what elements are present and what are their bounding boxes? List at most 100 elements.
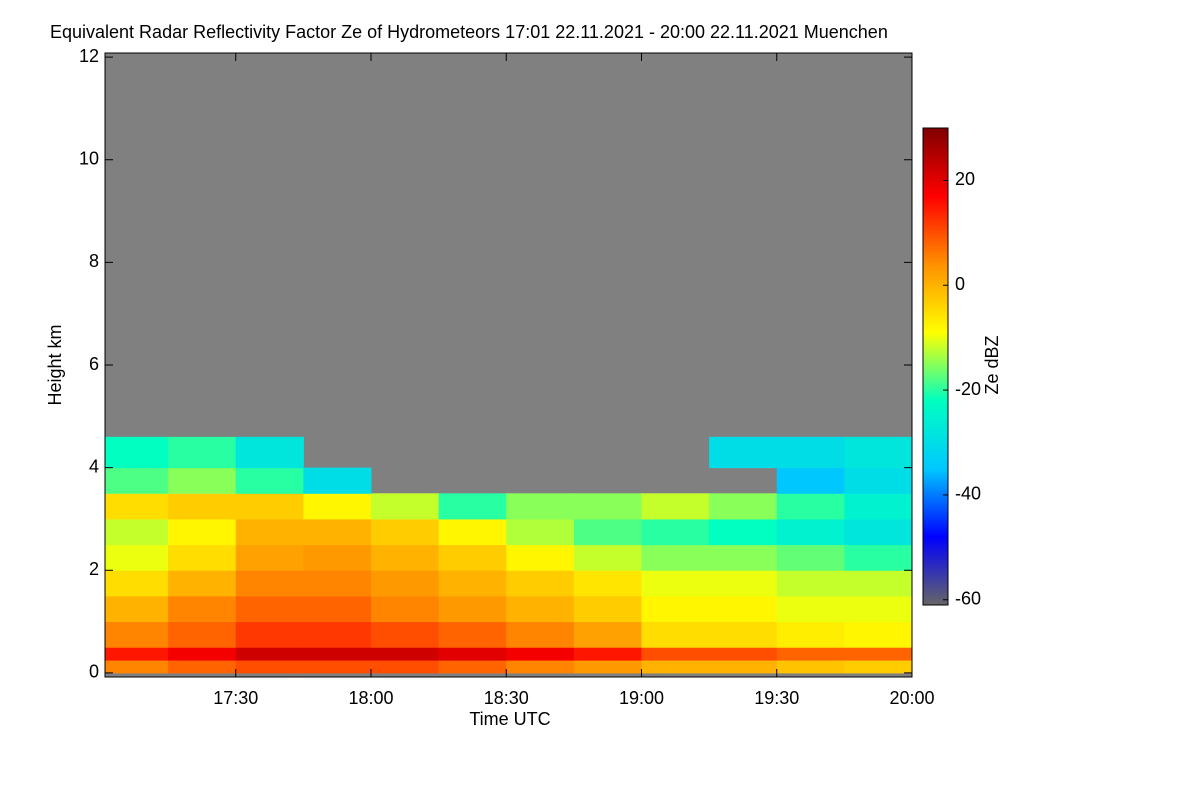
heat-cell (573, 544, 642, 571)
heat-cell (709, 660, 778, 674)
colorbar-tick-label: -40 (955, 484, 981, 504)
heat-cell (641, 544, 710, 571)
colorbar-tick-label: 20 (955, 169, 975, 189)
heat-cell (168, 570, 237, 597)
heat-cell (438, 647, 507, 661)
heat-cell (105, 595, 169, 623)
heat-cell (235, 660, 304, 674)
heat-cell (168, 595, 237, 623)
heat-cell (506, 493, 575, 520)
heat-cell (235, 493, 304, 520)
heat-cell (709, 647, 778, 661)
heat-cell (105, 647, 169, 661)
heat-cell (168, 647, 237, 661)
heat-cell (303, 595, 372, 623)
heat-cell (506, 595, 575, 623)
y-tick-label: 10 (79, 148, 99, 168)
heat-cell (573, 621, 642, 648)
heat-cell (235, 544, 304, 571)
heat-cell (105, 493, 169, 520)
heat-cell (776, 570, 845, 597)
y-tick-label: 2 (89, 559, 99, 579)
heat-cell (438, 660, 507, 674)
heat-cell (105, 436, 169, 469)
heat-cell (709, 595, 778, 623)
heat-cell (370, 493, 440, 520)
heat-cell (506, 570, 575, 597)
heat-cell (573, 595, 642, 623)
heat-cell (303, 544, 372, 571)
heat-cell (235, 647, 304, 661)
heat-cell (776, 647, 845, 661)
heat-cell (776, 544, 845, 571)
heat-cell (709, 570, 778, 597)
heat-cell (105, 518, 169, 546)
heat-cell (573, 493, 642, 520)
heat-cell (776, 660, 845, 674)
heat-cell (168, 544, 237, 571)
heat-cell (844, 467, 913, 494)
heat-cell (776, 467, 845, 494)
heat-cell (709, 493, 778, 520)
heat-cell (709, 518, 778, 546)
heat-cell (506, 621, 575, 648)
heat-cell (641, 660, 710, 674)
heat-cell (303, 518, 372, 546)
heat-cell (168, 621, 237, 648)
y-tick-label: 6 (89, 354, 99, 374)
heat-cell (438, 595, 507, 623)
heat-cell (235, 436, 304, 469)
y-tick-label: 12 (79, 46, 99, 66)
heat-cell (709, 621, 778, 648)
heat-cell (641, 493, 710, 520)
colorbar-label: Ze dBZ (982, 335, 1002, 394)
heat-cell (370, 595, 440, 623)
heat-cell (641, 570, 710, 597)
heat-cell (105, 621, 169, 648)
y-tick-label: 4 (89, 456, 99, 476)
heat-cell (303, 467, 372, 494)
heat-cell (438, 518, 507, 546)
heat-cell (303, 660, 372, 674)
heat-cell (168, 436, 237, 469)
heat-cell (776, 518, 845, 546)
heat-cell (844, 570, 913, 597)
heat-cell (844, 518, 913, 546)
heat-cell (235, 570, 304, 597)
heat-cell (844, 647, 913, 661)
heat-cell (438, 493, 507, 520)
heat-cell (370, 544, 440, 571)
heat-cell (844, 621, 913, 648)
heat-cell (506, 518, 575, 546)
heat-cell (641, 621, 710, 648)
x-axis-label: Time UTC (469, 709, 550, 729)
heat-cell (235, 595, 304, 623)
heat-cell (844, 595, 913, 623)
heat-cell (105, 544, 169, 571)
heat-cell (370, 518, 440, 546)
heat-cell (438, 544, 507, 571)
y-tick-label: 0 (89, 662, 99, 682)
heat-cell (303, 647, 372, 661)
colorbar (922, 127, 949, 606)
heat-cell (235, 518, 304, 546)
heat-cell (235, 621, 304, 648)
y-axis-label: Height km (45, 324, 65, 405)
heat-cell (168, 493, 237, 520)
heat-cell (370, 660, 440, 674)
heat-cell (573, 518, 642, 546)
colorbar-tick-label: -60 (955, 589, 981, 609)
heat-cell (303, 570, 372, 597)
heat-cell (105, 467, 169, 494)
heat-cell (776, 621, 845, 648)
heat-cell (573, 647, 642, 661)
heat-cell (506, 660, 575, 674)
heat-cell (709, 436, 778, 469)
x-tick-label: 18:00 (348, 688, 393, 708)
heat-cell (709, 544, 778, 571)
heat-cell (235, 467, 304, 494)
heat-cell (105, 570, 169, 597)
heat-cell (168, 660, 237, 674)
heat-cell (506, 544, 575, 571)
